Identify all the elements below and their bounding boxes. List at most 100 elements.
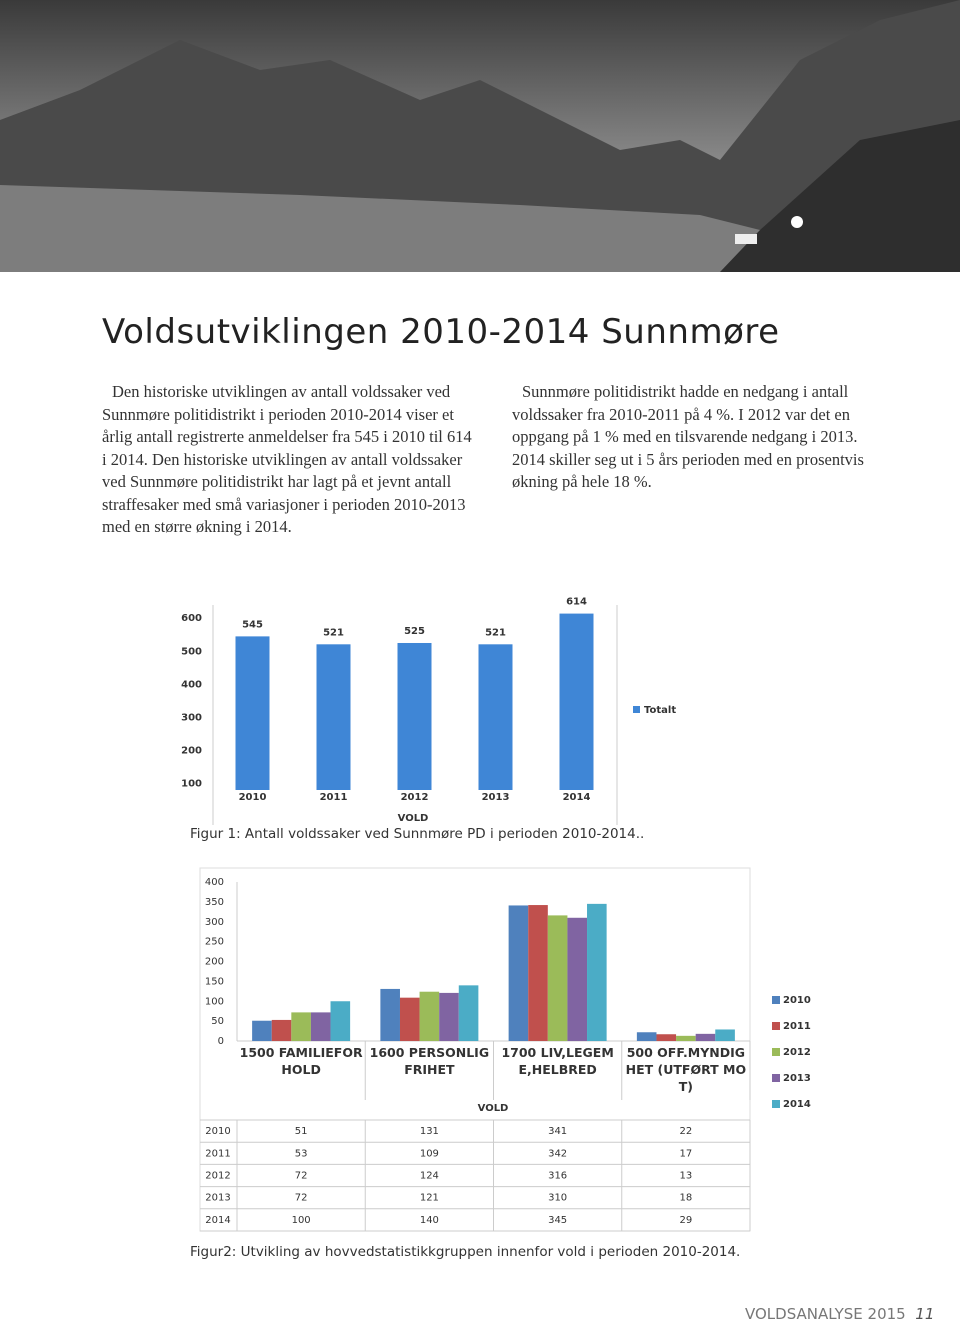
legend-swatch <box>772 996 780 1004</box>
paragraph: Sunnmøre politidistrikt hadde en nedgang… <box>512 382 864 491</box>
legend-swatch <box>772 1100 780 1108</box>
y-tick-label: 300 <box>181 712 202 723</box>
bar <box>656 1034 677 1041</box>
x-tick-label-box: 1600 PERSONLIG FRIHET <box>369 1045 490 1077</box>
y-tick-label: 600 <box>181 613 202 624</box>
x-tick-label: 1700 LIV,LEGEME,HELBRED <box>501 1045 614 1077</box>
legend-label: 2013 <box>783 1073 811 1084</box>
table-cell: 29 <box>680 1215 693 1226</box>
table-cell: 316 <box>548 1171 567 1182</box>
legend-swatch <box>772 1022 780 1030</box>
table-cell: 72 <box>295 1193 308 1204</box>
x-tick-label-box: 500 OFF.MYNDIGHET (UTFØRT MOT) <box>625 1045 747 1094</box>
caption: Figur2: Utvikling av hovvedstatistikkgru… <box>190 1244 741 1260</box>
table-cell: 310 <box>548 1193 567 1204</box>
data-label: 525 <box>404 626 425 637</box>
y-tick-label: 200 <box>205 957 224 968</box>
data-label: 545 <box>242 619 263 630</box>
x-tick-label: 2014 <box>563 792 591 803</box>
y-tick-label: 0 <box>218 1036 224 1047</box>
x-axis-label: VOLD <box>478 1103 509 1114</box>
table-cell: 53 <box>295 1148 308 1159</box>
bar <box>695 1033 716 1041</box>
data-label: 614 <box>566 597 587 608</box>
table-cell: 109 <box>420 1148 439 1159</box>
table-row-label: 2014 <box>205 1215 230 1226</box>
table-row-label: 2011 <box>205 1148 230 1159</box>
bar <box>528 905 548 1041</box>
x-tick-label-box: 1500 FAMILIEFORHOLD <box>240 1045 363 1077</box>
data-label: 521 <box>485 627 506 638</box>
bar <box>316 644 351 790</box>
y-tick-label: 500 <box>181 646 202 657</box>
y-tick-label: 400 <box>205 877 224 888</box>
page-number: 11 <box>915 1305 935 1323</box>
table-cell: 17 <box>680 1148 693 1159</box>
y-tick-label: 100 <box>205 996 224 1007</box>
table-cell: 140 <box>420 1215 439 1226</box>
table-cell: 22 <box>680 1126 693 1137</box>
table-cell: 124 <box>420 1171 439 1182</box>
table-cell: 72 <box>295 1171 308 1182</box>
legend-swatch <box>772 1048 780 1056</box>
table-cell: 13 <box>680 1171 693 1182</box>
table-cell: 341 <box>548 1126 567 1137</box>
table-cell: 342 <box>548 1148 567 1159</box>
x-axis-label: VOLD <box>398 813 429 824</box>
legend-label: 2010 <box>783 995 811 1006</box>
bar <box>291 1012 311 1041</box>
x-tick-label: 1600 PERSONLIG FRIHET <box>369 1045 490 1077</box>
x-tick-label: 2012 <box>401 792 429 803</box>
paragraph: Den historiske utviklingen av antall vol… <box>102 382 472 536</box>
x-tick-label: 500 OFF.MYNDIGHET (UTFØRT MOT) <box>625 1045 747 1094</box>
bar <box>397 642 432 790</box>
y-tick-label: 350 <box>205 897 224 908</box>
y-tick-label: 250 <box>205 937 224 948</box>
bar <box>559 613 594 790</box>
bar <box>715 1029 735 1041</box>
table-cell: 51 <box>295 1126 308 1137</box>
table-cell: 345 <box>548 1215 567 1226</box>
bar <box>458 985 479 1041</box>
bar <box>587 903 607 1041</box>
table-cell: 131 <box>420 1126 439 1137</box>
table-row-label: 2013 <box>205 1193 230 1204</box>
legend-swatch <box>633 706 640 713</box>
y-tick-label: 300 <box>205 917 224 928</box>
legend-label: 2011 <box>783 1021 811 1032</box>
table-row-label: 2012 <box>205 1171 230 1182</box>
y-tick-label: 100 <box>181 778 202 789</box>
table-row-label: 2010 <box>205 1126 230 1137</box>
bar <box>547 915 568 1041</box>
y-tick-label: 50 <box>211 1016 224 1027</box>
bar <box>508 905 529 1041</box>
y-tick-label: 150 <box>205 976 224 987</box>
header-photo <box>0 0 960 272</box>
legend-label: Totalt <box>644 705 676 716</box>
bar <box>478 644 513 790</box>
x-tick-label: 2013 <box>482 792 510 803</box>
bar <box>271 1019 292 1041</box>
data-label: 521 <box>323 627 344 638</box>
bar <box>636 1032 657 1041</box>
bar <box>252 1020 272 1041</box>
footer: VOLDSANALYSE 2015 11 <box>745 1305 934 1323</box>
x-tick-label: 2010 <box>239 792 267 803</box>
publication: VOLDSANALYSE 2015 <box>745 1305 906 1323</box>
legend-label: 2014 <box>783 1099 811 1110</box>
title: Voldsutviklingen 2010-2014 Sunnmøre <box>102 312 780 352</box>
x-tick-label: 2011 <box>320 792 348 803</box>
bar <box>235 636 270 790</box>
table-cell: 18 <box>680 1193 693 1204</box>
x-tick-label-box: 1700 LIV,LEGEME,HELBRED <box>501 1045 614 1077</box>
bar <box>310 1012 331 1041</box>
y-tick-label: 200 <box>181 745 202 756</box>
bar <box>439 992 459 1041</box>
caption: Figur 1: Antall voldssaker ved Sunnmøre … <box>190 826 645 842</box>
table-cell: 121 <box>420 1193 439 1204</box>
bar <box>676 1035 696 1041</box>
legend-label: 2012 <box>783 1047 811 1058</box>
y-tick-label: 400 <box>181 679 202 690</box>
table-cell: 100 <box>292 1215 311 1226</box>
